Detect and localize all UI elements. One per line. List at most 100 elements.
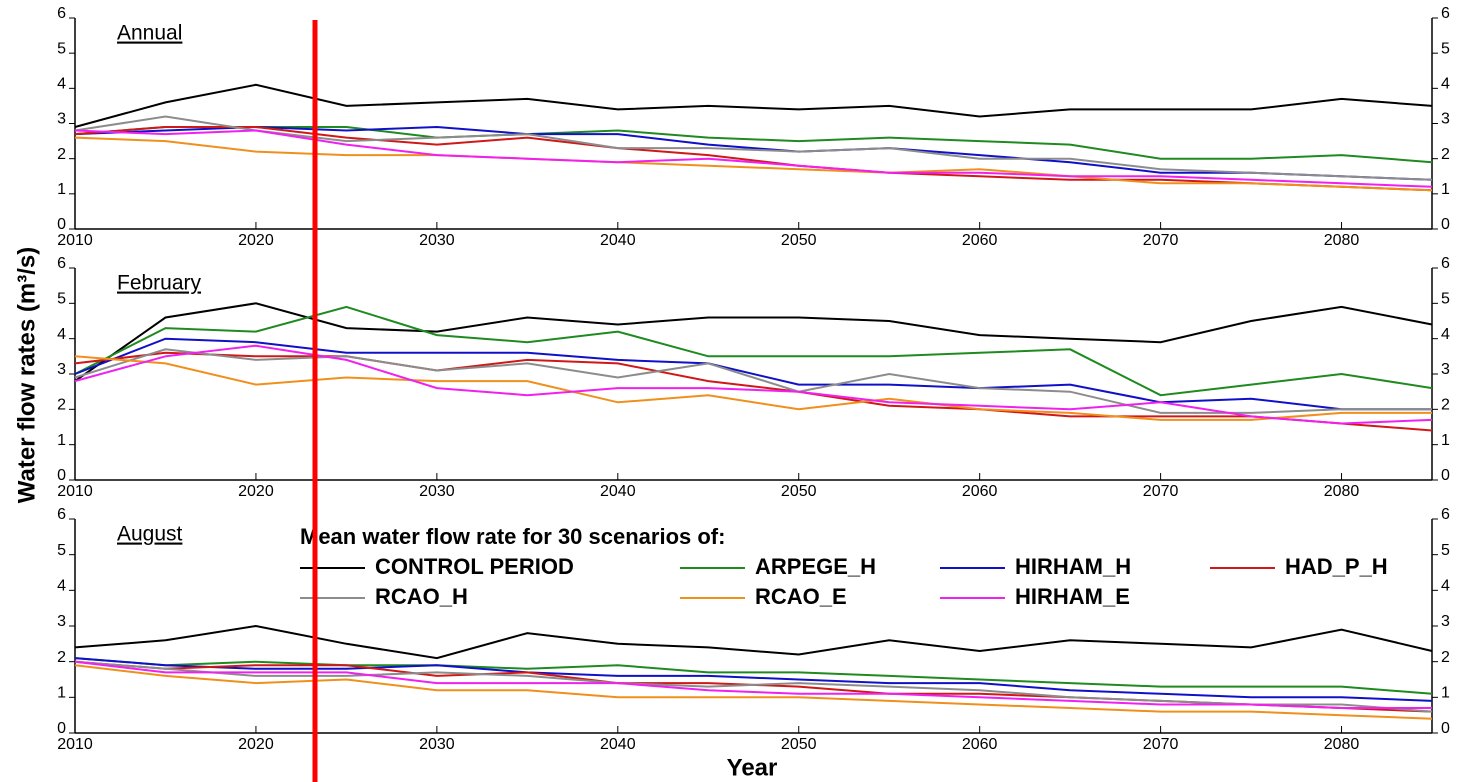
y2-tick-label: 6 — [1441, 5, 1450, 22]
y-tick-label: 6 — [57, 255, 66, 272]
legend-label: HIRHAM_E — [1015, 584, 1130, 609]
y-tick-label: 2 — [57, 397, 66, 414]
x-tick-label: 2080 — [1324, 232, 1360, 249]
x-tick-label: 2040 — [600, 483, 636, 500]
legend-label: RCAO_H — [375, 584, 468, 609]
series-line — [74, 660, 1433, 713]
series-line — [74, 344, 1433, 425]
y2-tick-label: 4 — [1441, 578, 1450, 595]
series-line — [74, 624, 1433, 660]
y2-tick-label: 0 — [1441, 720, 1450, 737]
y-tick-label: 4 — [57, 76, 66, 93]
y2-tick-label: 0 — [1441, 216, 1450, 233]
panel-title: August — [117, 523, 183, 546]
legend-label: CONTROL PERIOD — [375, 554, 574, 579]
series-line — [74, 351, 1433, 432]
x-tick-label: 2020 — [238, 736, 274, 753]
series-line — [74, 348, 1432, 414]
legend-label: HIRHAM_H — [1015, 554, 1131, 579]
series-line — [74, 302, 1433, 382]
x-tick-label: 2040 — [600, 736, 636, 753]
y2-tick-label: 6 — [1441, 506, 1450, 523]
y2-tick-label: 5 — [1441, 40, 1450, 57]
y-tick-label: 2 — [57, 649, 66, 666]
series-line — [74, 115, 1433, 181]
x-tick-label: 2020 — [238, 483, 274, 500]
y-tick-label: 0 — [57, 467, 66, 484]
x-tick-label: 2020 — [238, 232, 274, 249]
y-tick-label: 3 — [57, 111, 66, 128]
series-line — [74, 125, 1433, 181]
panel-title: February — [117, 272, 202, 295]
x-tick-label: 2040 — [600, 232, 636, 249]
y-tick-label: 5 — [57, 291, 66, 308]
y2-tick-label: 3 — [1441, 111, 1450, 128]
legend-label: HAD_P_H — [1285, 554, 1388, 579]
y2-tick-label: 2 — [1441, 649, 1450, 666]
y-tick-label: 6 — [57, 506, 66, 523]
y-tick-label: 4 — [57, 578, 66, 595]
y-tick-label: 1 — [57, 181, 66, 198]
y2-tick-label: 2 — [1441, 146, 1450, 163]
x-tick-label: 2060 — [962, 483, 998, 500]
x-tick-label: 2030 — [419, 736, 455, 753]
series-line — [74, 664, 1433, 720]
x-tick-label: 2010 — [57, 483, 93, 500]
y-tick-label: 3 — [57, 361, 66, 378]
x-tick-label: 2050 — [781, 232, 817, 249]
x-tick-label: 2010 — [57, 736, 93, 753]
series-line — [74, 83, 1433, 128]
x-tick-label: 2070 — [1143, 483, 1179, 500]
x-tick-label: 2050 — [781, 483, 817, 500]
series-line — [74, 355, 1432, 421]
y-tick-label: 5 — [57, 542, 66, 559]
y-tick-label: 2 — [57, 146, 66, 163]
x-tick-label: 2030 — [419, 232, 455, 249]
series-line — [74, 660, 1432, 709]
y-tick-label: 6 — [57, 5, 66, 22]
x-tick-label: 2080 — [1324, 483, 1360, 500]
y-tick-label: 5 — [57, 40, 66, 57]
y2-tick-label: 2 — [1441, 397, 1450, 414]
y-tick-label: 0 — [57, 720, 66, 737]
y-tick-label: 0 — [57, 216, 66, 233]
panel-title: Annual — [117, 22, 182, 45]
x-tick-label: 2070 — [1143, 736, 1179, 753]
series-line — [74, 657, 1433, 702]
y-tick-label: 1 — [57, 685, 66, 702]
x-axis-label: Year — [727, 754, 778, 781]
series-line — [74, 126, 1433, 192]
y2-tick-label: 3 — [1441, 613, 1450, 630]
y2-tick-label: 1 — [1441, 685, 1450, 702]
y2-tick-label: 0 — [1441, 467, 1450, 484]
series-line — [74, 126, 1433, 164]
x-tick-label: 2070 — [1143, 232, 1179, 249]
series-line — [74, 305, 1433, 397]
series-line — [74, 129, 1433, 188]
x-tick-label: 2060 — [962, 232, 998, 249]
y2-tick-label: 6 — [1441, 255, 1450, 272]
legend-label: RCAO_E — [755, 584, 847, 609]
x-tick-label: 2010 — [57, 232, 93, 249]
y2-tick-label: 3 — [1441, 361, 1450, 378]
x-tick-label: 2030 — [419, 483, 455, 500]
series-line — [74, 136, 1433, 192]
y2-tick-label: 4 — [1441, 76, 1450, 93]
y2-tick-label: 1 — [1441, 181, 1450, 198]
y-tick-label: 3 — [57, 613, 66, 630]
legend-title: Mean water flow rate for 30 scenarios of… — [300, 524, 725, 549]
x-tick-label: 2050 — [781, 736, 817, 753]
x-tick-label: 2060 — [962, 736, 998, 753]
series-line — [74, 337, 1432, 411]
x-tick-label: 2080 — [1324, 736, 1360, 753]
y2-tick-label: 5 — [1441, 542, 1450, 559]
y-axis-label: Water flow rates (m³/s) — [13, 247, 40, 504]
y-tick-label: 4 — [57, 326, 66, 343]
legend-label: ARPEGE_H — [755, 554, 876, 579]
y2-tick-label: 5 — [1441, 291, 1450, 308]
y2-tick-label: 4 — [1441, 326, 1450, 343]
series-line — [74, 657, 1433, 695]
y-tick-label: 1 — [57, 432, 66, 449]
